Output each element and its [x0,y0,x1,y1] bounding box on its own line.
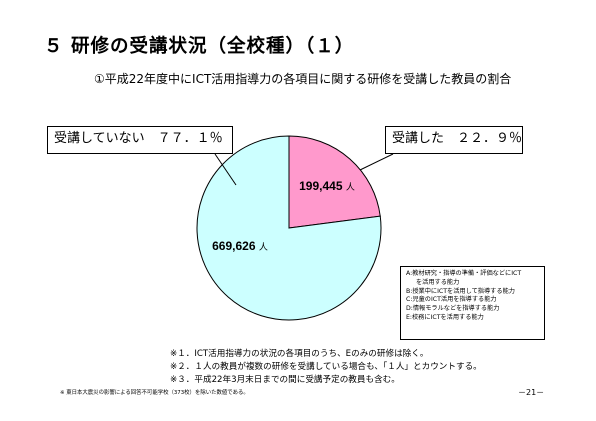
callout-leader-left [214,153,237,186]
note-2: ※２．１人の教員が複数の研修を受講している場合も、「１人」とカウントする。 [170,362,482,372]
callout-leader-right [359,153,394,171]
callout-attended: 受講した ２２．９％ [385,126,523,154]
note-3: ※３．平成22年3月末日までの間に受講予定の教員も含む。 [170,375,400,385]
legend-item: A:教材研究・指導の準備・評価などにICT [406,270,522,277]
legend-item: B:授業中にICTを活用して指導する能力 [406,287,515,295]
note-1: ※１．ICT活用指導力の状況の各項目のうち、Eのみの研修は除く。 [170,349,429,359]
callout-attended-label: 受講した ２２．９％ [392,131,523,146]
slice-value: 199,445 [299,179,346,193]
slice-value: 669,626 [212,239,259,253]
page-number: －21－ [518,388,545,397]
slice-value-label: 199,445 人 [299,179,355,193]
legend-box: A:教材研究・指導の準備・評価などにICT を活用する能力 B:授業中にICTを活用… [400,266,545,340]
pie-slice [196,135,382,321]
notes: ※１．ICT活用指導力の状況の各項目のうち、Eのみの研修は除く。 ※２．１人の教… [170,348,482,387]
legend-item: E:校務にICTを活用する能力 [406,313,484,321]
chart-subtitle: ①平成22年度中にICT活用指導力の各項目に関する研修を受講した教員の割合 [94,72,512,86]
legend-item: D:情報モラルなどを指導する能力 [406,305,500,313]
page-title: ５ 研修の受講状況（全校種）（１） [44,36,355,57]
legend-item: を活用する能力 [416,278,460,286]
slice-value-label: 669,626 人 [212,239,268,253]
pie-slice [288,135,381,229]
callout-not-attended-label: 受講していない ７７．１％ [54,131,223,146]
footer-note: ※ 東日本大震災の影響による回答不可能学校（373校）を除いた数値である。 [60,390,249,396]
legend-item: C:児童のICT活用を指導する能力 [406,296,497,304]
callout-not-attended: 受講していない ７７．１％ [47,126,233,154]
slice-unit: 人 [259,242,268,253]
slice-unit: 人 [346,182,355,193]
